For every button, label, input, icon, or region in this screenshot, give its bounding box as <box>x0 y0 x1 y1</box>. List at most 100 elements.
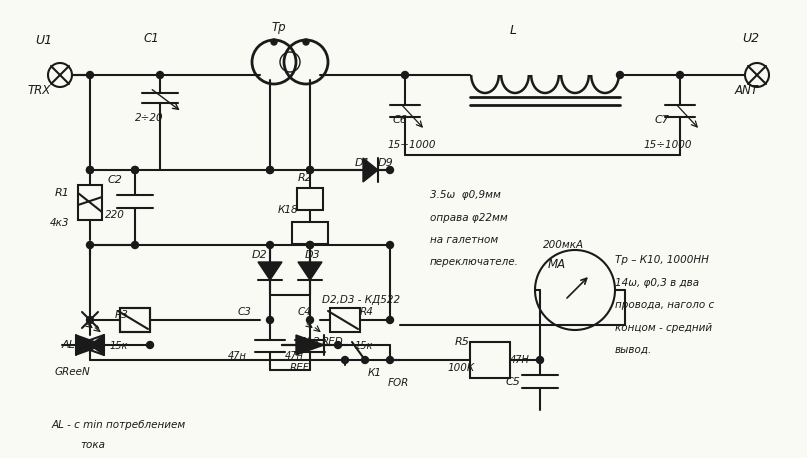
Text: R2: R2 <box>298 173 313 183</box>
Text: D1: D1 <box>355 158 370 168</box>
Circle shape <box>307 167 313 174</box>
Text: 3.5ω  φ0,9мм: 3.5ω φ0,9мм <box>430 190 501 200</box>
Polygon shape <box>76 335 104 355</box>
Circle shape <box>303 39 309 45</box>
Polygon shape <box>296 335 324 355</box>
Circle shape <box>266 316 274 323</box>
Polygon shape <box>298 262 322 280</box>
Text: Тр – К10, 1000НН: Тр – К10, 1000НН <box>615 255 709 265</box>
Text: R1: R1 <box>55 188 70 198</box>
Text: 2÷20: 2÷20 <box>135 113 164 123</box>
Circle shape <box>307 241 313 249</box>
Text: 200мкА: 200мкА <box>543 240 584 250</box>
Circle shape <box>157 71 164 78</box>
Text: FOR: FOR <box>388 378 409 388</box>
Circle shape <box>271 39 277 45</box>
Text: 47Н: 47Н <box>510 355 530 365</box>
Text: переключателе.: переключателе. <box>430 257 519 267</box>
Text: вывод.: вывод. <box>615 345 652 355</box>
Circle shape <box>334 342 341 349</box>
Text: тока: тока <box>80 440 105 450</box>
Circle shape <box>617 71 624 78</box>
Text: 4к3: 4к3 <box>50 218 69 228</box>
Text: МА: МА <box>548 258 567 272</box>
Text: C1: C1 <box>143 32 159 44</box>
Bar <box>120 308 150 332</box>
Circle shape <box>537 356 543 364</box>
Circle shape <box>86 167 94 174</box>
Text: ANT: ANT <box>735 83 759 97</box>
Text: D2: D2 <box>252 250 268 260</box>
Circle shape <box>676 71 684 78</box>
Text: провода, наголо с: провода, наголо с <box>615 300 714 310</box>
Bar <box>330 308 360 332</box>
Circle shape <box>387 167 394 174</box>
Circle shape <box>86 167 94 174</box>
Text: TRX: TRX <box>28 83 52 97</box>
Circle shape <box>147 342 153 349</box>
Bar <box>78 185 102 220</box>
Circle shape <box>132 167 139 174</box>
Text: AL2: AL2 <box>300 337 321 347</box>
Circle shape <box>266 241 274 249</box>
Polygon shape <box>363 158 378 182</box>
Text: 14ω, φ0,3 в два: 14ω, φ0,3 в два <box>615 278 699 288</box>
Circle shape <box>387 356 394 364</box>
Circle shape <box>402 71 408 78</box>
Text: C2: C2 <box>108 175 123 185</box>
Circle shape <box>387 241 394 249</box>
Text: на галетном: на галетном <box>430 235 498 245</box>
Circle shape <box>307 167 313 174</box>
Text: К18: К18 <box>278 205 299 215</box>
Text: C3: C3 <box>238 307 252 317</box>
Circle shape <box>266 167 274 174</box>
Text: 100К: 100К <box>447 363 475 373</box>
Polygon shape <box>90 335 104 355</box>
Circle shape <box>307 241 313 249</box>
Text: AL1: AL1 <box>62 340 83 350</box>
Text: С7: С7 <box>655 115 670 125</box>
Text: U1: U1 <box>35 33 52 47</box>
Text: L: L <box>510 23 517 37</box>
Text: С6: С6 <box>393 115 408 125</box>
Text: 15÷1000: 15÷1000 <box>388 140 437 150</box>
Text: 15÷1000: 15÷1000 <box>643 140 692 150</box>
Text: концом - средний: концом - средний <box>615 323 712 333</box>
Circle shape <box>86 316 94 323</box>
Circle shape <box>86 241 94 249</box>
Bar <box>470 342 510 378</box>
Text: AL - с min потреблением: AL - с min потреблением <box>52 420 186 430</box>
Text: 15к: 15к <box>355 341 374 351</box>
Text: К1: К1 <box>368 368 382 378</box>
Text: C4: C4 <box>298 307 312 317</box>
Bar <box>297 188 323 210</box>
Text: REF: REF <box>290 363 310 373</box>
Text: Тр: Тр <box>272 22 286 34</box>
Text: U2: U2 <box>742 32 759 44</box>
Circle shape <box>307 316 313 323</box>
Text: 47н: 47н <box>228 351 247 361</box>
Text: R5: R5 <box>455 337 470 347</box>
Text: 47н: 47н <box>285 351 304 361</box>
Circle shape <box>266 167 274 174</box>
Text: оправа φ22мм: оправа φ22мм <box>430 213 508 223</box>
Circle shape <box>132 167 139 174</box>
Text: RED: RED <box>322 337 344 347</box>
Text: R3: R3 <box>115 310 129 320</box>
Circle shape <box>341 356 349 364</box>
Text: D2,D3 - КД522: D2,D3 - КД522 <box>322 295 400 305</box>
Text: 15к: 15к <box>110 341 128 351</box>
Circle shape <box>132 241 139 249</box>
Bar <box>120 308 150 332</box>
Circle shape <box>86 71 94 78</box>
Text: D3: D3 <box>305 250 320 260</box>
Text: R4: R4 <box>360 307 374 317</box>
Circle shape <box>362 356 369 364</box>
Text: 220: 220 <box>105 210 125 220</box>
Circle shape <box>387 316 394 323</box>
Text: GReeN: GReeN <box>55 367 90 377</box>
Text: С5: С5 <box>506 377 521 387</box>
Text: D9: D9 <box>378 158 394 168</box>
Bar <box>292 222 328 244</box>
Polygon shape <box>258 262 282 280</box>
